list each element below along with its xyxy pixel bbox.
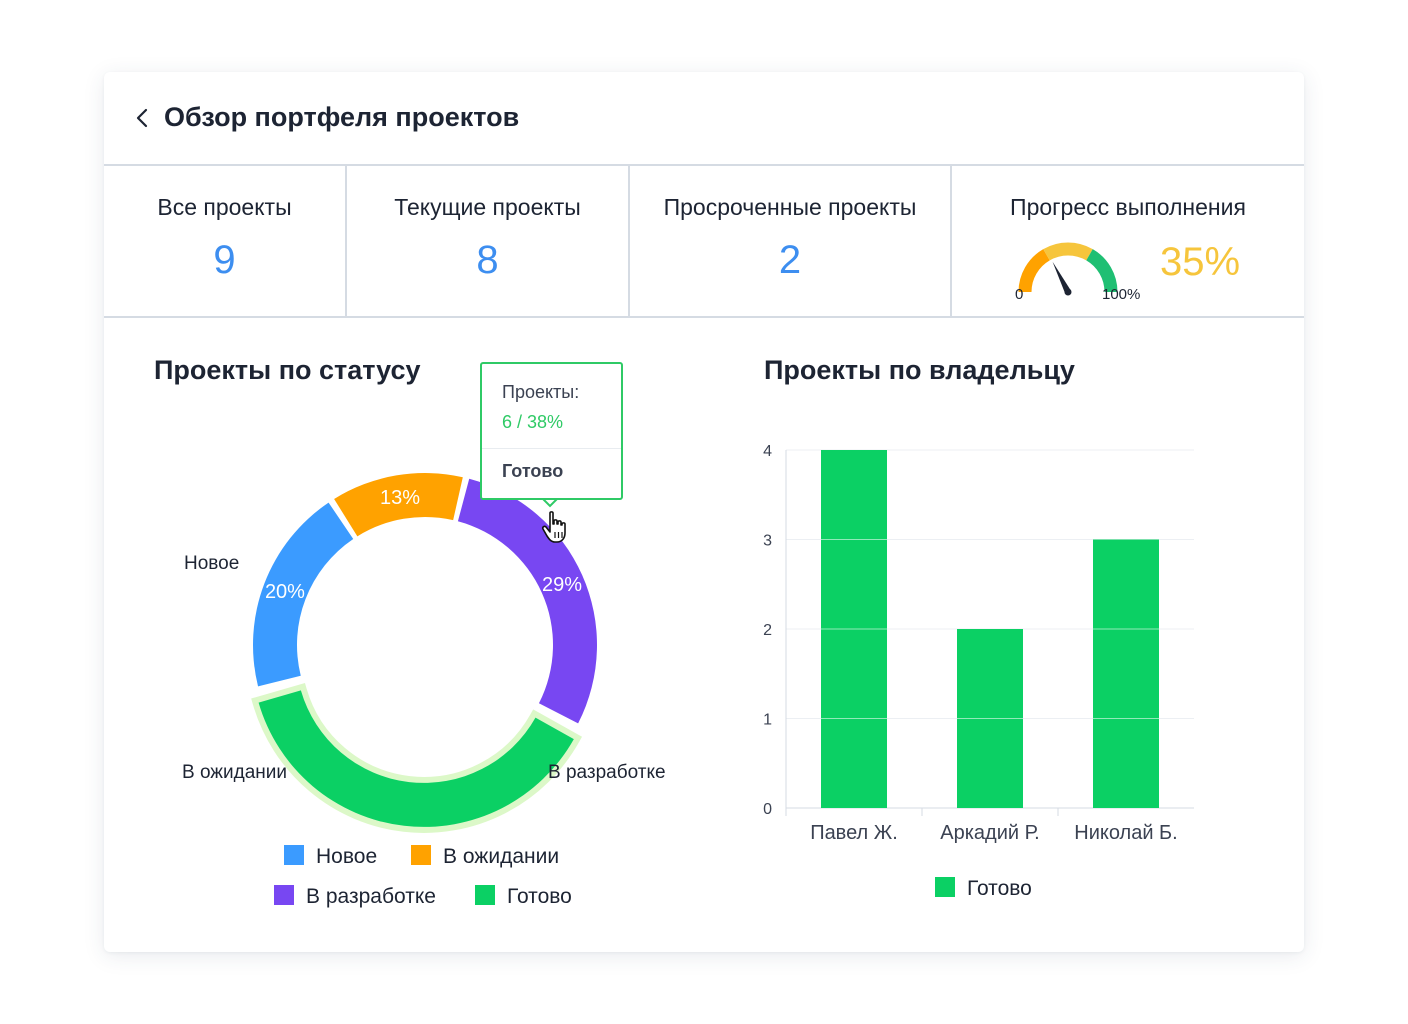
chart-tooltip: Проекты: 6 / 38% Готово [480,362,623,500]
legend-swatch [411,845,431,865]
legend-label: Новое [316,845,378,868]
gauge-segment [1085,249,1118,293]
gauge-hub [1064,288,1072,296]
progress-gauge [1014,232,1144,304]
gauge-segment [1043,242,1093,261]
y-tick-label: 0 [763,801,772,818]
y-tick-label: 3 [763,533,772,550]
hand-cursor-icon [541,511,566,543]
legend-item-waiting[interactable]: В ожидании [411,845,559,869]
stat-label: Все проекты [157,194,292,220]
slice-label-waiting: В ожидании [182,762,288,783]
owner-chart-title: Проекты по владельцу [764,355,1075,385]
chevron-left-icon [136,108,148,128]
status-chart-title: Проекты по статусу [154,355,421,385]
page-header: Обзор портфеля проектов [104,72,1304,166]
gauge-min-label: 0 [1015,286,1024,303]
y-tick-label: 1 [763,712,772,729]
back-button[interactable] [130,104,156,132]
y-tick-label: 2 [763,622,772,639]
stat-progress[interactable]: Прогресс выполнения 0 100% 35% [952,166,1304,316]
tooltip-value: 6 / 38% [502,412,564,432]
donut-slice-done[interactable] [258,690,574,827]
stat-value: 2 [778,238,802,282]
gauge-segment [1018,249,1051,293]
stat-overdue-projects[interactable]: Просроченные проекты 2 [630,166,952,316]
progress-value: 35% [1160,240,1241,284]
x-category-label: Аркадий Р. [940,822,1039,844]
legend-item-bar-done[interactable]: Готово [935,877,1032,901]
dashboard-card: Обзор портфеля проектов Все проекты 9 Те… [104,72,1304,952]
tooltip-series-name: Готово [502,461,564,481]
stat-all-projects[interactable]: Все проекты 9 [104,166,347,316]
legend-label: В ожидании [443,845,560,868]
y-tick-label: 4 [763,443,772,460]
tooltip-caption: Проекты: [502,382,580,402]
legend-label: Готово [967,877,1032,900]
legend-item-new[interactable]: Новое [284,845,377,869]
legend-label: В разработке [306,885,436,908]
donut-slice-new[interactable] [252,502,354,687]
donut-slice-dev[interactable] [457,478,597,724]
bar-0[interactable] [821,450,887,808]
slice-label-dev: В разработке [548,762,666,783]
stat-label: Текущие проекты [394,194,581,220]
gauge-needle [1052,261,1071,294]
legend-swatch [274,885,294,905]
x-category-label: Павел Ж. [810,822,898,844]
stats-row: Все проекты 9 Текущие проекты 8 Просроче… [104,166,1304,318]
bar-1[interactable] [957,629,1023,808]
page-title: Обзор портфеля проектов [164,102,520,132]
gauge-max-label: 100% [1102,286,1141,303]
bar-2[interactable] [1093,539,1159,809]
stat-value: 8 [476,238,499,282]
stat-current-projects[interactable]: Текущие проекты 8 [347,166,630,316]
legend-swatch [935,877,955,897]
tooltip-divider [482,448,621,449]
legend-item-done[interactable]: Готово [475,885,572,909]
legend-label: Готово [507,885,572,908]
gauge-icon [1018,242,1118,296]
legend-item-dev[interactable]: В разработке [274,885,436,909]
stat-label: Просроченные проекты [663,194,917,220]
legend-swatch [284,845,304,865]
donut-slice-waiting[interactable] [334,473,463,537]
x-category-label: Николай Б. [1074,822,1177,844]
slice-label-new: Новое [184,553,240,574]
stat-label: Прогресс выполнения [1010,194,1246,220]
stat-value: 9 [213,238,236,282]
legend-swatch [475,885,495,905]
